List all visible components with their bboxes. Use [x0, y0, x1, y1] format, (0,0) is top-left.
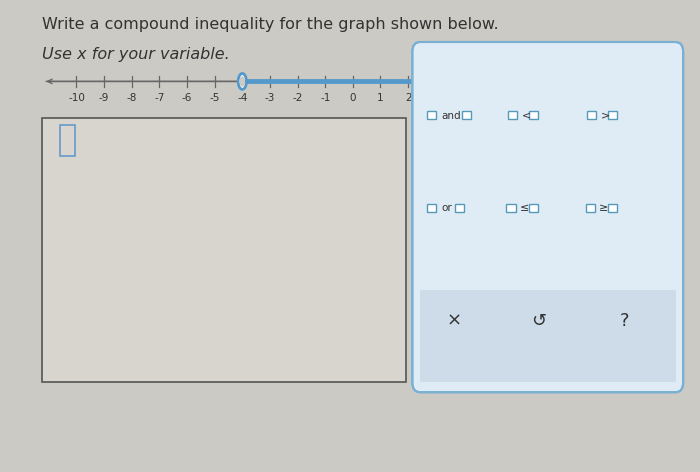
Text: 7: 7 — [543, 93, 550, 103]
Text: -1: -1 — [320, 93, 330, 103]
Text: Use x for your variable.: Use x for your variable. — [42, 47, 230, 62]
Text: ×: × — [446, 312, 461, 330]
Text: -2: -2 — [293, 93, 303, 103]
Text: -6: -6 — [182, 93, 192, 103]
Text: -8: -8 — [127, 93, 137, 103]
Bar — [420, 293, 676, 382]
Text: or: or — [441, 202, 452, 213]
Circle shape — [238, 74, 246, 89]
Text: 1: 1 — [377, 93, 384, 103]
Text: ≤: ≤ — [520, 202, 529, 213]
Text: 3: 3 — [433, 93, 439, 103]
Text: ≥: ≥ — [599, 202, 608, 213]
Text: <: < — [522, 110, 531, 121]
Text: Write a compound inequality for the graph shown below.: Write a compound inequality for the grap… — [42, 17, 498, 32]
Text: -7: -7 — [154, 93, 164, 103]
Text: -3: -3 — [265, 93, 275, 103]
Text: ↺: ↺ — [531, 312, 547, 330]
Text: -9: -9 — [99, 93, 109, 103]
Text: -5: -5 — [209, 93, 220, 103]
Circle shape — [239, 76, 245, 87]
Text: 10: 10 — [623, 93, 636, 103]
Text: ?: ? — [620, 312, 629, 330]
FancyBboxPatch shape — [412, 42, 683, 392]
Text: 6: 6 — [515, 93, 522, 103]
Text: >: > — [601, 110, 610, 121]
Text: 8: 8 — [570, 93, 578, 103]
Text: -4: -4 — [237, 93, 248, 103]
Circle shape — [487, 74, 495, 89]
Text: and: and — [441, 110, 461, 121]
Text: x: x — [656, 93, 664, 106]
Text: 0: 0 — [349, 93, 356, 103]
Text: 4: 4 — [460, 93, 467, 103]
Text: 5: 5 — [488, 93, 494, 103]
Text: 2: 2 — [405, 93, 412, 103]
Text: 9: 9 — [598, 93, 605, 103]
Text: -10: -10 — [68, 93, 85, 103]
